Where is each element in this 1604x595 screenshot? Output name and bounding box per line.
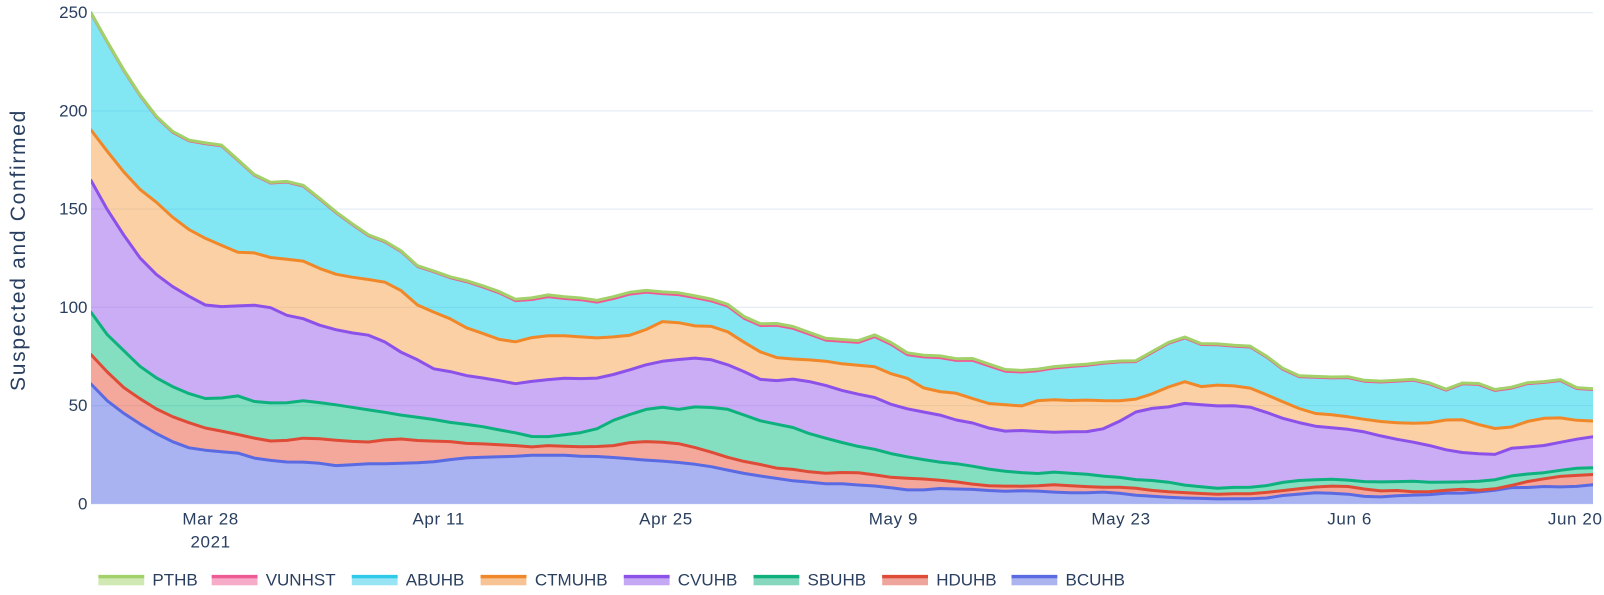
svg-text:50: 50 [69, 396, 88, 415]
svg-text:May 23: May 23 [1091, 510, 1150, 529]
svg-text:VUNHST: VUNHST [266, 571, 336, 590]
svg-text:200: 200 [59, 101, 87, 120]
svg-text:0: 0 [78, 494, 87, 513]
svg-text:150: 150 [59, 200, 87, 219]
svg-text:Apr 25: Apr 25 [639, 510, 693, 529]
svg-text:250: 250 [59, 3, 87, 22]
svg-text:Jun 6: Jun 6 [1327, 510, 1372, 529]
svg-text:Apr 11: Apr 11 [412, 510, 464, 529]
svg-text:CTMUHB: CTMUHB [535, 571, 608, 590]
svg-text:CVUHB: CVUHB [678, 571, 738, 590]
svg-text:2021: 2021 [190, 533, 230, 552]
svg-text:May 9: May 9 [869, 510, 918, 529]
svg-text:PTHB: PTHB [152, 571, 197, 590]
svg-text:Suspected and Confirmed: Suspected and Confirmed [7, 109, 30, 391]
svg-text:ABUHB: ABUHB [406, 571, 465, 590]
svg-text:Mar 28: Mar 28 [182, 510, 239, 529]
svg-text:HDUHB: HDUHB [936, 571, 996, 590]
svg-text:SBUHB: SBUHB [808, 571, 867, 590]
svg-text:Jun 20: Jun 20 [1548, 510, 1603, 529]
svg-text:BCUHB: BCUHB [1066, 571, 1126, 590]
svg-text:100: 100 [59, 298, 87, 317]
